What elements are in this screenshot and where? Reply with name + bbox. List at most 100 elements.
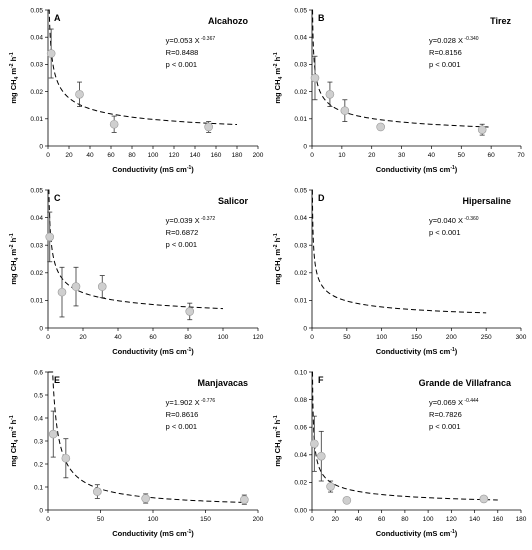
y-axis-title-part: 4 <box>14 257 20 260</box>
data-point <box>310 439 319 449</box>
x-tick-label: 60 <box>488 152 496 159</box>
x-tick-label: 120 <box>253 334 264 341</box>
fit-equation-exponent: -0.340 <box>463 36 479 42</box>
fit-curve <box>48 189 224 310</box>
x-tick-label: 80 <box>184 334 192 341</box>
x-tick-label: 20 <box>79 334 87 341</box>
x-tick-label: 40 <box>428 152 436 159</box>
x-tick-label: 180 <box>232 152 243 159</box>
panel-title: Hipersaline <box>462 196 511 206</box>
y-tick-label: 0.6 <box>34 369 43 376</box>
panel-d: 0 50 100 150 200 250 300 0 0.01 0.02 0.03 0.04 0.05 C… <box>273 187 527 356</box>
y-axis-title-part: -1 <box>9 415 15 420</box>
x-tick-label: 200 <box>253 152 264 159</box>
y-tick-label: 0.04 <box>294 35 307 42</box>
x-tick-label: 200 <box>446 334 457 341</box>
fit-equation-text: y=0.028 X <box>429 36 463 45</box>
data-point <box>310 73 320 83</box>
y-axis-title-part: m <box>9 431 18 440</box>
data-point <box>48 429 58 439</box>
x-tick-label: 40 <box>355 516 363 523</box>
y-axis-title-part: 4 <box>278 439 284 442</box>
x-tick-label: 60 <box>378 516 386 523</box>
fit-p-value: p < 0.001 <box>429 422 461 431</box>
data-point <box>75 90 84 99</box>
y-tick-label: 0.5 <box>34 392 43 399</box>
x-axis-title-text: Conductivity (mS cm <box>376 347 451 356</box>
panel-title: Alcahozo <box>208 16 249 26</box>
y-axis-title-part: h <box>273 419 282 426</box>
y-axis-title-part: -2 <box>9 63 15 68</box>
x-tick-label: 160 <box>492 516 503 523</box>
y-axis-title-part: -1 <box>273 52 279 57</box>
y-axis-title: mg CH4 m-2 h-1 <box>9 233 20 285</box>
fit-r-value: R=0.8616 <box>166 410 199 419</box>
y-axis-title: mg CH4 m-2 h-1 <box>9 52 20 104</box>
panel-letter: F <box>318 375 324 385</box>
panel-letter: E <box>54 375 60 385</box>
data-point <box>204 122 213 132</box>
x-tick-label: 20 <box>368 152 376 159</box>
fit-r-value: R=0.6872 <box>166 228 199 237</box>
x-tick-label: 0 <box>46 334 50 341</box>
x-axis-title-end: ) <box>191 347 194 356</box>
y-axis-title-text: mg CH <box>273 260 282 284</box>
y-axis-title-text: mg CH <box>9 442 18 466</box>
x-axis-title-text: Conductivity (mS cm <box>112 165 187 174</box>
y-tick-label: 0.4 <box>34 415 43 422</box>
fit-equation-exponent: -0.360 <box>463 216 479 222</box>
x-tick-label: 40 <box>114 334 122 341</box>
x-tick-label: 80 <box>128 152 136 159</box>
y-tick-label: 0.02 <box>30 270 43 277</box>
y-axis-title-part: h <box>9 237 18 244</box>
fit-curve <box>311 371 498 501</box>
y-tick-label: 0.03 <box>294 62 307 69</box>
y-axis-title: mg CH4 m-2 h-1 <box>273 415 284 467</box>
y-axis-title-part: -1 <box>9 52 15 57</box>
panel-letter: D <box>318 193 325 203</box>
y-axis-title-text: mg CH <box>273 79 282 103</box>
y-tick-label: 0.03 <box>30 243 43 250</box>
x-tick-label: 100 <box>218 334 229 341</box>
y-axis-title-text: mg CH <box>9 79 18 103</box>
fit-curve <box>48 9 238 126</box>
y-axis-title: mg CH4 m-2 h-1 <box>273 52 284 104</box>
x-axis-title-end: ) <box>455 347 458 356</box>
x-axis-title: Conductivity (mS cm-1) <box>376 165 458 174</box>
x-tick-label: 300 <box>516 334 527 341</box>
y-axis-title: mg CH4 m-2 h-1 <box>9 415 20 467</box>
data-point <box>57 287 67 297</box>
x-tick-label: 60 <box>107 152 115 159</box>
panel-letter: C <box>54 193 61 203</box>
fit-equation: y=0.053 X -0.367 <box>166 36 216 45</box>
x-axis-title-text: Conductivity (mS cm <box>376 165 451 174</box>
x-axis-title-sup: -1 <box>187 165 192 171</box>
fit-equation-text: y=1.902 X <box>166 398 200 407</box>
y-tick-label: 0.03 <box>30 62 43 69</box>
data-point <box>325 90 335 99</box>
y-tick-label: 0.05 <box>30 7 43 14</box>
fit-r-value: R=0.8156 <box>429 48 462 57</box>
y-axis-title-text: mg CH <box>9 260 18 284</box>
y-axis-title-part: h <box>273 237 282 244</box>
x-tick-label: 0 <box>46 516 50 523</box>
x-tick-label: 20 <box>65 152 73 159</box>
y-tick-label: 0.03 <box>294 243 307 250</box>
x-tick-label: 150 <box>200 516 211 523</box>
x-axis-title-sup: -1 <box>187 347 192 353</box>
y-tick-label: 0.05 <box>294 187 307 194</box>
y-axis-title-part: -1 <box>273 233 279 238</box>
y-tick-label: 0.01 <box>30 116 43 123</box>
y-axis-title-part: -2 <box>273 426 279 431</box>
fit-equation: y=0.028 X -0.340 <box>429 36 479 45</box>
y-tick-label: 0.08 <box>294 397 307 404</box>
y-axis-title-part: h <box>273 56 282 63</box>
y-axis-title-part: m <box>9 249 18 258</box>
data-point <box>342 496 352 505</box>
y-axis-title-part: m <box>273 249 282 258</box>
fit-p-value: p < 0.001 <box>166 422 198 431</box>
fit-curve <box>48 371 248 504</box>
y-axis-title-part: -2 <box>273 63 279 68</box>
fit-equation-text: y=0.069 X <box>429 398 463 407</box>
